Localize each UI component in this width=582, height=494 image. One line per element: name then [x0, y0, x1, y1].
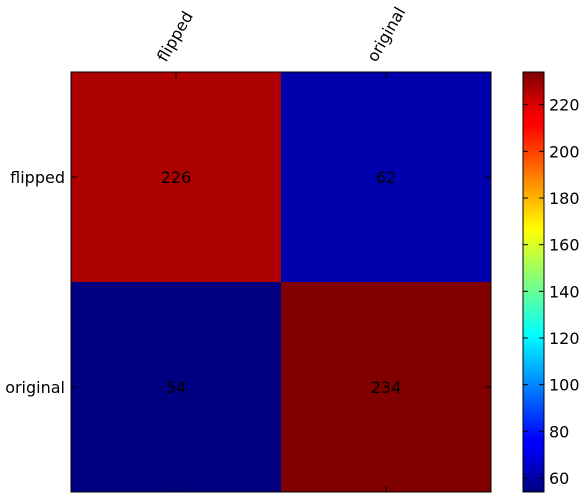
- colorbar-tick-label: 160: [549, 236, 580, 255]
- heatmap-cell-original-original: [281, 282, 491, 492]
- colorbar-tick-label: 60: [549, 469, 569, 488]
- colorbar-tick-label: 220: [549, 96, 580, 115]
- plot-frame: [70, 71, 492, 493]
- y-tick-label-original: original: [5, 378, 65, 397]
- axis-ticks: [71, 72, 491, 492]
- colorbar-tick-label: 140: [549, 282, 580, 301]
- colorbar-ticks: 60 80 100 120 140 160 180 200 220: [523, 96, 580, 488]
- y-tick-label-flipped: flipped: [10, 168, 65, 187]
- colorbar-tick-label: 180: [549, 189, 580, 208]
- cell-value-label: 234: [371, 378, 402, 397]
- heatmap-cell-original-flipped: [71, 282, 281, 492]
- heatmap-cells: [71, 72, 491, 492]
- heatmap-cell-flipped-original: [281, 72, 491, 282]
- cell-value-label: 62: [376, 168, 396, 187]
- colorbar-tick-label: 120: [549, 329, 580, 348]
- x-tick-label-original: original: [363, 4, 409, 65]
- heatmap-cell-labels: 226 62 54 234: [161, 168, 402, 397]
- cell-value-label: 54: [166, 378, 186, 397]
- cell-value-label: 226: [161, 168, 192, 187]
- x-tick-label-flipped: flipped: [153, 8, 197, 65]
- colorbar: [522, 71, 545, 493]
- colorbar-tick-label: 200: [549, 142, 580, 161]
- colorbar-tick-label: 80: [549, 422, 569, 441]
- colorbar-tick-label: 100: [549, 376, 580, 395]
- heatmap-cell-flipped-flipped: [71, 72, 281, 282]
